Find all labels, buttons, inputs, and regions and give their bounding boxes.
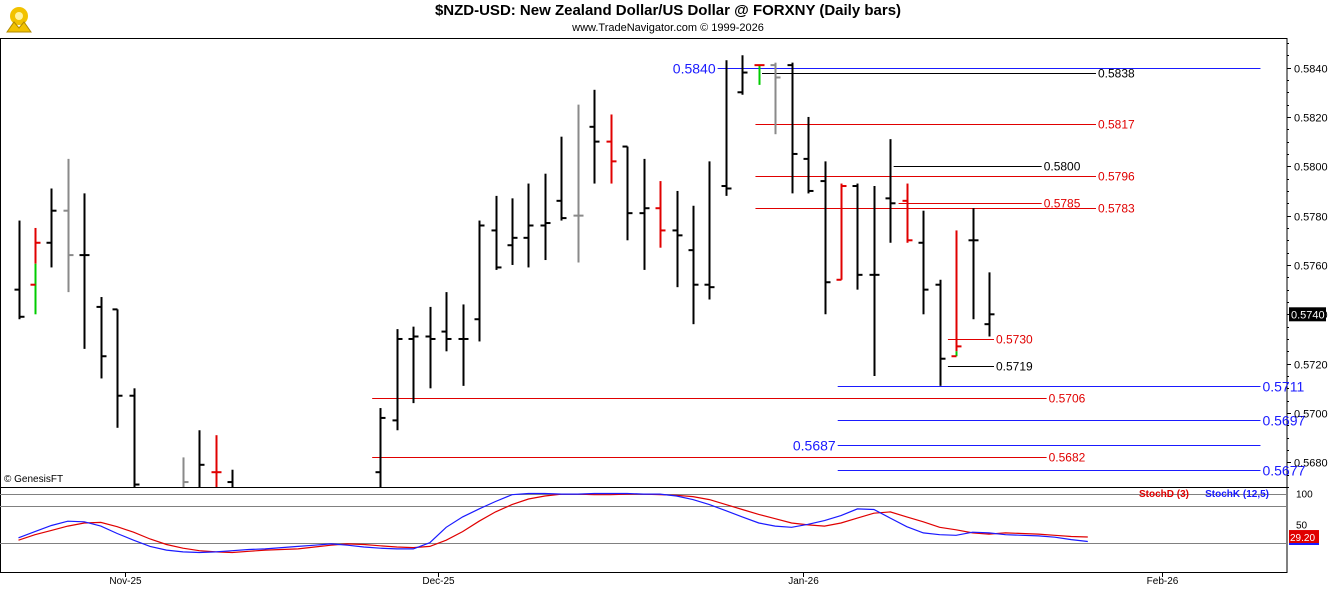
ohlc-bar bbox=[507, 198, 518, 265]
ohlc-bar bbox=[425, 306, 436, 389]
level-label: 0.5785 bbox=[1044, 197, 1081, 211]
level-label: 0.5840 bbox=[673, 61, 716, 77]
ohlc-bar bbox=[885, 139, 896, 243]
x-tick-label: Dec-25 bbox=[422, 576, 455, 587]
level-label: 0.5783 bbox=[1098, 202, 1135, 216]
ohlc-bar bbox=[655, 181, 666, 248]
price-plot bbox=[14, 55, 1261, 527]
ohlc-bar bbox=[672, 190, 683, 288]
level-label: 0.5800 bbox=[1044, 160, 1081, 174]
ohlc-bar bbox=[606, 114, 617, 184]
ohlc-bar bbox=[96, 297, 107, 379]
ohlc-bar bbox=[935, 279, 946, 386]
ohlc-bar bbox=[573, 104, 584, 263]
level-label: 0.5817 bbox=[1098, 118, 1135, 132]
ohlc-bar bbox=[902, 183, 913, 243]
ohlc-bar bbox=[294, 499, 304, 521]
ohlc-bar bbox=[474, 220, 485, 342]
y-tick-label: 0.5840 bbox=[1294, 64, 1328, 76]
ohlc-bar bbox=[523, 183, 534, 268]
ohlc-bar bbox=[556, 136, 567, 221]
ohlc-bar bbox=[182, 457, 189, 487]
level-label: 0.5697 bbox=[1262, 413, 1305, 429]
ohlc-bar bbox=[392, 329, 403, 431]
ohlc-bar bbox=[951, 230, 962, 358]
ohlc-bar bbox=[327, 502, 337, 524]
level-label: 0.5682 bbox=[1049, 451, 1086, 465]
chart-title: $NZD-USD: New Zealand Dollar/US Dollar @… bbox=[434, 2, 902, 19]
ohlc-bar bbox=[639, 158, 650, 270]
ohlc-bar bbox=[129, 388, 140, 487]
last-price-badge bbox=[1289, 307, 1326, 322]
ohlc-bar bbox=[227, 469, 234, 487]
ohlc-bar bbox=[198, 430, 205, 487]
ohlc-bar bbox=[441, 292, 452, 352]
ohlc-bar bbox=[836, 183, 847, 281]
stochd-label: StochD (3) bbox=[1139, 489, 1189, 500]
ohlc-bar bbox=[984, 272, 995, 337]
x-tick-label: Jan-26 bbox=[788, 576, 819, 587]
x-tick-label: Nov-25 bbox=[109, 576, 142, 587]
indicator-y-label: 100 bbox=[1296, 490, 1313, 501]
y-tick-label: 0.5700 bbox=[1294, 409, 1328, 421]
ohlc-bar bbox=[112, 308, 123, 428]
ohlc-bar bbox=[491, 195, 502, 270]
ohlc-bar bbox=[704, 161, 715, 300]
ohlc-bar bbox=[852, 183, 863, 290]
level-label: 0.5711 bbox=[1262, 379, 1304, 395]
y-tick-label: 0.5780 bbox=[1294, 212, 1328, 224]
level-label: 0.5706 bbox=[1049, 392, 1086, 406]
ohlc-bar bbox=[375, 408, 386, 487]
genesis-logo-icon bbox=[6, 7, 32, 33]
ohlc-bar bbox=[968, 208, 979, 320]
ohlc-bar bbox=[803, 116, 814, 194]
level-label: 0.5719 bbox=[996, 360, 1033, 374]
stochd-line bbox=[18, 493, 1088, 554]
ohlc-bar bbox=[721, 60, 732, 196]
ohlc-bar bbox=[63, 158, 74, 293]
stochk-label: StochK (12,5) bbox=[1205, 489, 1269, 500]
ohlc-bar bbox=[458, 304, 469, 386]
level-label: 0.5796 bbox=[1098, 170, 1135, 184]
level-label: 0.5677 bbox=[1262, 463, 1305, 479]
ohlc-bar bbox=[30, 227, 41, 315]
indicator-panel-frame bbox=[0, 487, 1288, 573]
indicator-y-label: 50 bbox=[1296, 520, 1308, 531]
last-price-label: 0.5740 bbox=[1291, 309, 1325, 321]
chart-subtitle: www.TradeNavigator.com © 1999-2026 bbox=[572, 22, 764, 34]
genesis-watermark: © GenesisFT bbox=[4, 474, 64, 485]
ohlc-bar bbox=[688, 205, 699, 325]
ohlc-bar bbox=[869, 186, 880, 376]
stoch-last-value: 29.20 bbox=[1290, 533, 1315, 544]
y-tick-label: 0.5760 bbox=[1294, 261, 1328, 273]
ohlc-bar bbox=[770, 62, 781, 135]
y-tick-label: 0.5820 bbox=[1294, 113, 1328, 125]
level-label: 0.5838 bbox=[1098, 67, 1135, 81]
level-label: 0.5730 bbox=[996, 333, 1033, 347]
stochk-line bbox=[18, 492, 1088, 554]
ohlc-bar bbox=[14, 220, 25, 320]
ohlc-bar bbox=[589, 89, 600, 184]
ohlc-bar bbox=[245, 497, 255, 522]
level-label: 0.5687 bbox=[793, 438, 836, 454]
y-tick-label: 0.5800 bbox=[1294, 162, 1328, 174]
ohlc-bar bbox=[820, 161, 831, 315]
y-tick-label: 0.5680 bbox=[1294, 458, 1328, 470]
ohlc-bar bbox=[79, 193, 90, 349]
ohlc-bar bbox=[737, 55, 748, 95]
ohlc-bar bbox=[787, 62, 798, 194]
ohlc-bar bbox=[622, 145, 633, 241]
stoch-last-badge bbox=[1289, 530, 1319, 544]
ohlc-bar bbox=[344, 507, 354, 527]
ohlc-bar bbox=[918, 210, 929, 315]
ohlc-bar bbox=[754, 64, 765, 85]
y-tick-label: 0.5720 bbox=[1294, 360, 1328, 372]
ohlc-bar bbox=[211, 435, 222, 487]
ohlc-bar bbox=[408, 326, 419, 404]
ohlc-bar bbox=[278, 502, 288, 524]
ohlc-bar bbox=[46, 188, 57, 268]
ohlc-bar bbox=[540, 173, 551, 261]
x-tick-label: Feb-26 bbox=[1147, 576, 1179, 587]
